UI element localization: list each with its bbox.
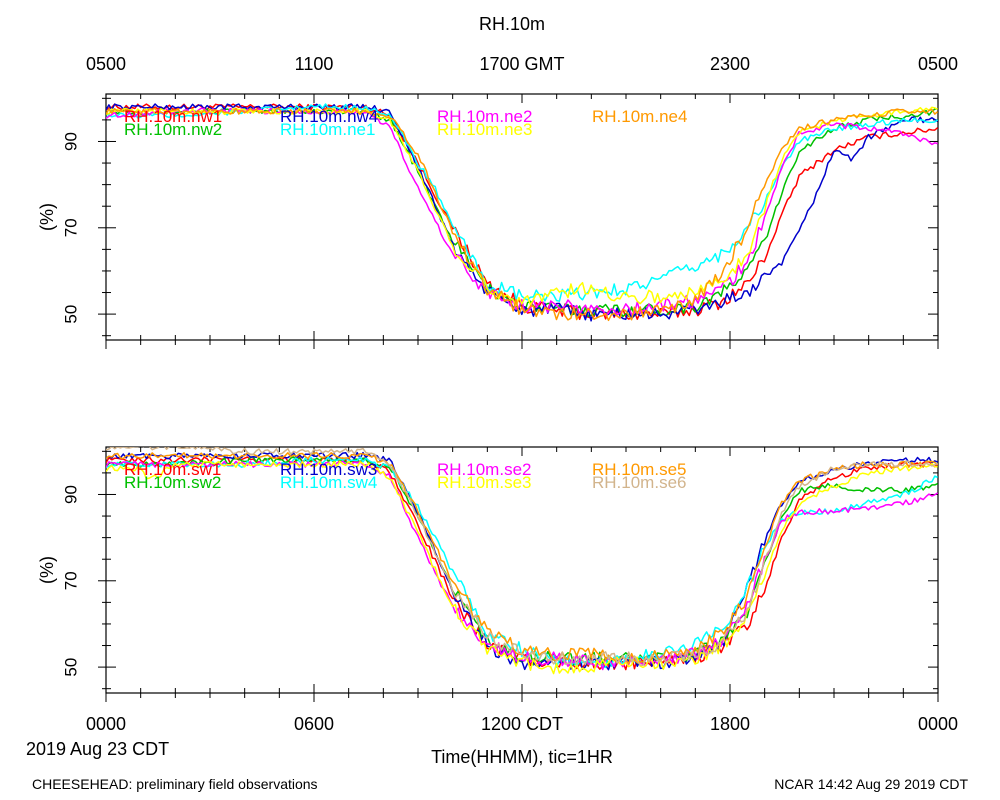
legend-entry: RH.10m.ne2 — [437, 107, 532, 126]
series-lines — [106, 103, 938, 322]
series-line-rh-10m-ne3 — [106, 106, 938, 307]
series-lines — [106, 447, 938, 675]
y-tick-label: 90 — [61, 485, 80, 504]
y-tick-label: 70 — [61, 218, 80, 237]
top-tick-label: 0500 — [86, 54, 126, 74]
y-tick-label: 50 — [61, 305, 80, 324]
series-line-rh-10m-se3 — [106, 460, 938, 675]
legend-entry: RH.10m.se3 — [437, 473, 531, 492]
top-tick-label: 1100 — [295, 54, 334, 74]
footer-right-note: NCAR 14:42 Aug 29 2019 CDT — [774, 776, 968, 792]
series-line-rh-10m-se6 — [106, 447, 938, 667]
series-line-rh-10m-se2 — [106, 460, 938, 671]
top-tick-label: 2300 — [710, 54, 750, 74]
top-tick-label: 0500 — [918, 54, 958, 74]
y-axis-label: (%) — [37, 203, 57, 231]
panel-northern-sites: 507090(%)RH.10m.nw1RH.10m.nw2RH.10m.nw4R… — [37, 93, 939, 349]
chart-title: RH.10m — [479, 14, 545, 34]
top-axis-labels: 0500 1100 1700 GMT 2300 0500 — [86, 54, 958, 74]
series-line-rh-10m-nw2 — [106, 107, 938, 318]
legend-entry: RH.10m.ne3 — [437, 120, 532, 139]
panel-southern-sites: 507090(%)RH.10m.sw1RH.10m.sw2RH.10m.sw3R… — [37, 446, 939, 702]
date-label: 2019 Aug 23 CDT — [26, 739, 169, 759]
bottom-tick-label: 0000 — [918, 714, 958, 734]
legend-entry: RH.10m.ne4 — [592, 107, 687, 126]
legend-entry: RH.10m.ne1 — [280, 120, 375, 139]
legend-entry: RH.10m.se2 — [437, 460, 531, 479]
bottom-tick-label: 0000 — [86, 714, 126, 734]
top-tick-label: 1700 GMT — [479, 54, 564, 74]
bottom-tick-label: 0600 — [294, 714, 334, 734]
series-line-rh-10m-ne4 — [106, 107, 938, 322]
series-line-rh-10m-nw4 — [106, 103, 938, 322]
bottom-axis-labels: 0000 0600 1200 CDT 1800 0000 — [86, 714, 958, 734]
legend-entry: RH.10m.sw4 — [280, 473, 377, 492]
footer-left-note: CHEESEHEAD: preliminary field observatio… — [32, 776, 318, 792]
legend-entry: RH.10m.sw3 — [280, 460, 377, 479]
legend-entry: RH.10m.sw2 — [124, 473, 221, 492]
y-tick-label: 90 — [61, 132, 80, 151]
legend-entry: RH.10m.nw4 — [280, 107, 378, 126]
legend-entry: RH.10m.nw2 — [124, 120, 222, 139]
legend-entry: RH.10m.sw1 — [124, 460, 221, 479]
legend-entry: RH.10m.nw1 — [124, 107, 222, 126]
legend-entry: RH.10m.se5 — [592, 460, 686, 479]
x-axis-label: Time(HHMM), tic=1HR — [431, 747, 613, 767]
series-line-rh-10m-ne2 — [106, 107, 938, 317]
y-tick-label: 50 — [61, 658, 80, 677]
legend-entry: RH.10m.se6 — [592, 473, 686, 492]
bottom-tick-label: 1200 CDT — [481, 714, 563, 734]
bottom-tick-label: 1800 — [710, 714, 750, 734]
y-tick-label: 70 — [61, 571, 80, 590]
y-axis-label: (%) — [37, 556, 57, 584]
